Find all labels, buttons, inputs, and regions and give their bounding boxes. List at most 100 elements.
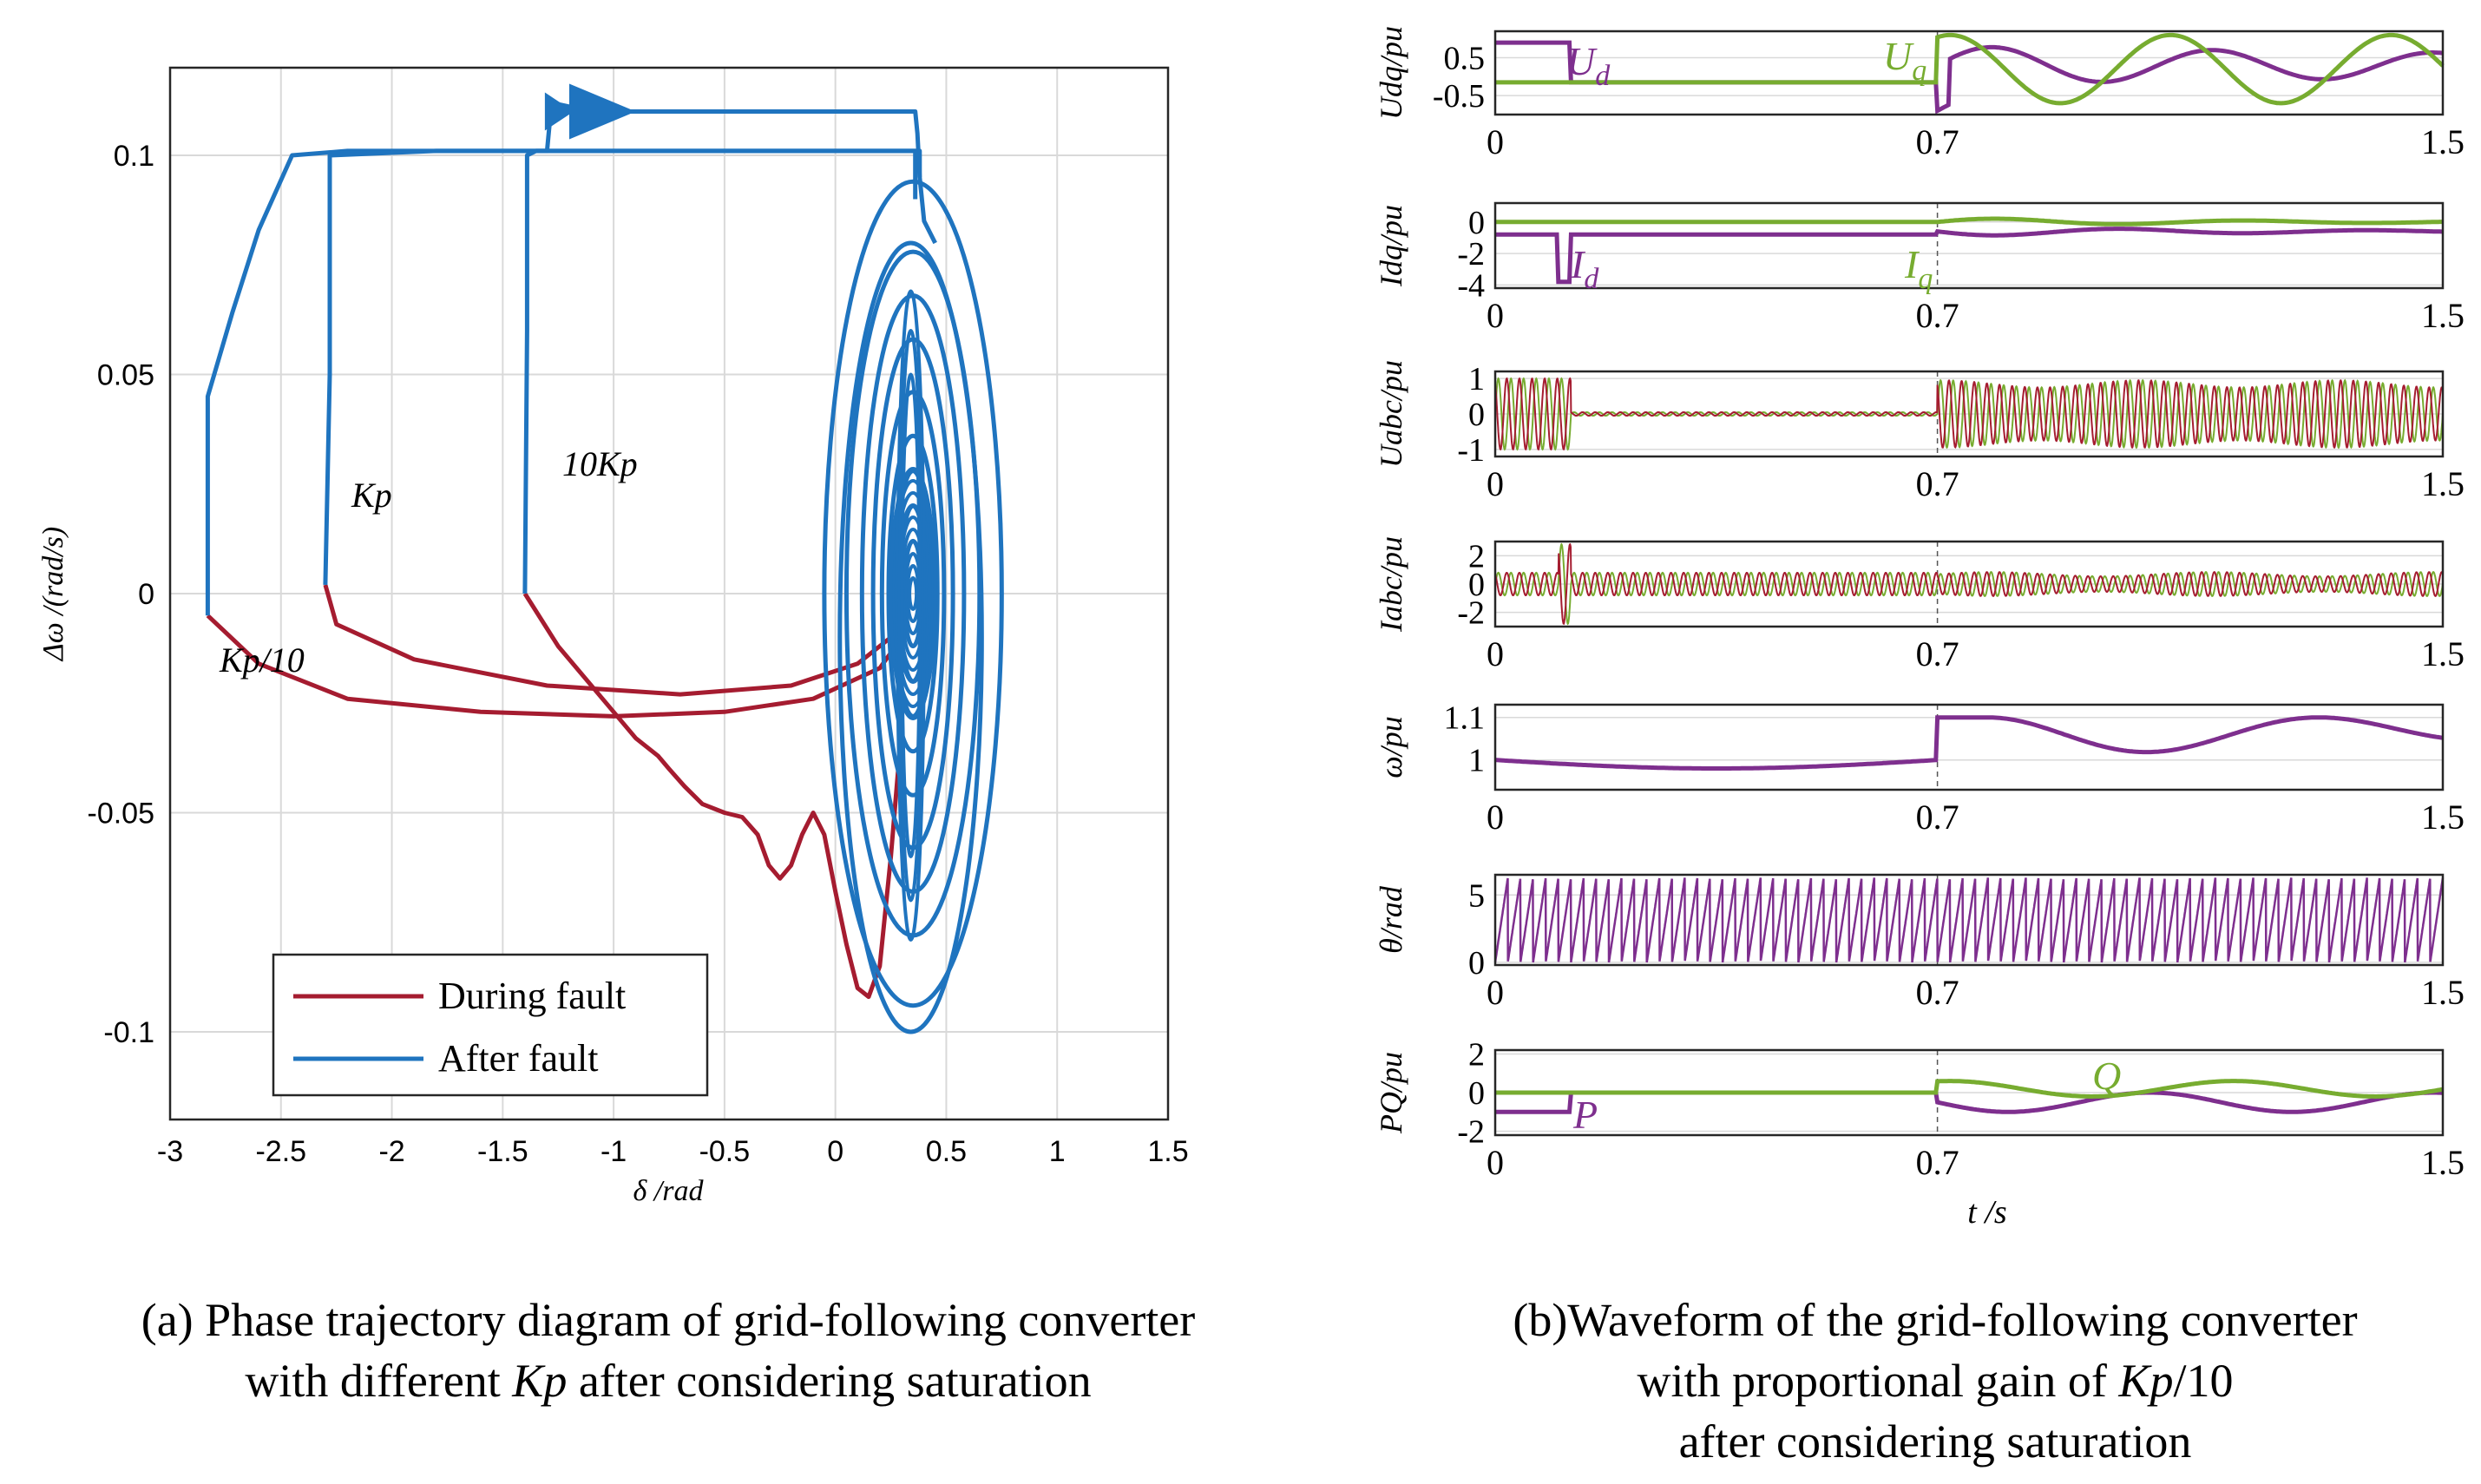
waveform-y-tick-label: 2 bbox=[1468, 538, 1485, 575]
waveform-x-tick-label: 0 bbox=[1487, 122, 1504, 161]
phase-lines bbox=[205, 83, 1004, 1034]
waveform-x-tick-label: 0 bbox=[1487, 973, 1504, 1012]
caption-b-line2-post: /10 bbox=[2173, 1355, 2234, 1407]
waveform-y-tick-label: -2 bbox=[1457, 236, 1485, 273]
phase-series-4 bbox=[323, 148, 918, 585]
waveform-x-tick-label: 1.5 bbox=[2421, 122, 2465, 161]
phase-x-tick-label: 1.5 bbox=[1147, 1135, 1188, 1168]
phase-y-tick-label: 0.05 bbox=[97, 359, 154, 392]
waveform-x-axis-label: t /s bbox=[1967, 1194, 2006, 1231]
waveform-x-tick-label: 0.7 bbox=[1916, 798, 1959, 837]
legend-box bbox=[272, 953, 709, 1097]
caption-a-line2: with different Kp after considering satu… bbox=[0, 1350, 1336, 1411]
waveform-y-tick-label: 2 bbox=[1468, 1036, 1485, 1073]
phase-transient-marker bbox=[544, 92, 574, 131]
series-Iq bbox=[1495, 216, 2443, 227]
annotation-kp: Kp bbox=[351, 476, 392, 515]
waveform-x-tick-label: 0.7 bbox=[1916, 122, 1959, 161]
waveform-y-tick-label: -2 bbox=[1457, 1114, 1485, 1151]
waveform-panel-5: 5 00 0.7 1.5 θ/rad bbox=[1374, 873, 2465, 1012]
phase-x-tick-label: -2.5 bbox=[255, 1135, 306, 1168]
phase-spiral-turn bbox=[822, 179, 1004, 1008]
caption-a: (a) Phase trajectory diagram of grid-fol… bbox=[0, 1290, 1336, 1411]
annotation-10kp: 10Kp bbox=[562, 444, 638, 483]
waveform-y-tick-label: -2 bbox=[1457, 595, 1485, 632]
phase-spiral-core bbox=[893, 491, 933, 696]
phase-y-tick-label: 0 bbox=[138, 578, 154, 611]
waveform-x-tick-label: 0 bbox=[1487, 798, 1504, 837]
caption-b-line2: with proportional gain of Kp/10 bbox=[1397, 1350, 2473, 1411]
legend-label-after-fault: After fault bbox=[438, 1037, 598, 1080]
waveform-frame bbox=[1493, 873, 2445, 967]
waveform-frame bbox=[1493, 370, 2445, 458]
waveform-x-tick-label: 1.5 bbox=[2421, 1143, 2465, 1182]
series-Id bbox=[1495, 227, 2443, 285]
phase-y-tick-label: -0.1 bbox=[103, 1016, 154, 1049]
waveform-x-tick-label: 1.5 bbox=[2421, 973, 2465, 1012]
phase-series-0 bbox=[206, 614, 904, 719]
phase-spiral-core bbox=[890, 479, 935, 708]
caption-b-line3: after considering saturation bbox=[1678, 1415, 2192, 1468]
waveform-y-tick-label: 1 bbox=[1468, 361, 1485, 397]
series-theta bbox=[1493, 877, 2445, 963]
phase-y-tick-label: -0.05 bbox=[88, 798, 155, 831]
waveform-y-axis-label: Iabc/pu bbox=[1374, 536, 1408, 633]
waveform-y-tick-label: 0 bbox=[1468, 567, 1485, 603]
waveform-frame bbox=[1493, 201, 2445, 290]
series-Q bbox=[1495, 1079, 2444, 1099]
waveform-frame bbox=[1493, 703, 2445, 791]
waveform-x-tick-label: 0.7 bbox=[1916, 973, 1959, 1012]
phase-x-tick-label: -1.5 bbox=[477, 1135, 528, 1168]
waveform-y-tick-label: 0 bbox=[1468, 397, 1485, 433]
waveform-panel-4: 1.1 10 0.7 1.5 ω/pu bbox=[1374, 700, 2465, 837]
waveform-y-axis-label: Uabc/pu bbox=[1374, 360, 1408, 468]
waveform-y-axis-label: θ/rad bbox=[1374, 885, 1408, 954]
annotation-kp10: Kp/10 bbox=[219, 640, 305, 680]
phase-spiral-thin bbox=[896, 289, 926, 942]
caption-a-line2-post: after considering saturation bbox=[567, 1355, 1092, 1407]
series-omega bbox=[1494, 715, 2444, 771]
caption-a-kp: Kp bbox=[512, 1355, 568, 1407]
waveform-y-tick-label: -4 bbox=[1457, 267, 1485, 304]
phase-series-2 bbox=[522, 592, 904, 1000]
waveform-plot-area bbox=[1495, 203, 2443, 288]
phase-x-tick-label: -2 bbox=[378, 1135, 404, 1168]
phase-x-axis-label: δ /rad bbox=[633, 1175, 705, 1207]
waveform-x-tick-label: 0 bbox=[1487, 464, 1504, 503]
caption-b: (b)Waveform of the grid-following conver… bbox=[1397, 1290, 2473, 1472]
waveform-y-axis-label: Idq/pu bbox=[1374, 205, 1408, 287]
waveform-y-tick-label: 5 bbox=[1468, 877, 1485, 914]
waveform-y-axis-label: PQ/pu bbox=[1374, 1052, 1408, 1134]
waveform-y-tick-label: -1 bbox=[1457, 432, 1485, 469]
waveform-y-tick-label: 0 bbox=[1468, 1075, 1485, 1112]
waveform-frame bbox=[1493, 540, 2445, 628]
phase-y-tick-labels: 0.1 0.05 0 -0.05 -0.1 bbox=[88, 140, 155, 1049]
label-P: P bbox=[1572, 1093, 1598, 1137]
caption-a-line2-pre: with different bbox=[245, 1355, 513, 1407]
waveform-y-tick-label: 0 bbox=[1468, 945, 1485, 982]
phase-x-tick-labels: -3 -2.5 -2 -1.5 -1 -0.5 0 0.5 1 1.5 bbox=[157, 1135, 1189, 1168]
waveform-x-tick-label: 0 bbox=[1487, 1143, 1504, 1182]
phase-spiral-thin bbox=[897, 329, 924, 903]
waveform-x-tick-label: 0.7 bbox=[1916, 296, 1959, 335]
series-Ia bbox=[1494, 542, 2444, 626]
caption-b-line1: (b)Waveform of the grid-following conver… bbox=[1513, 1294, 2358, 1346]
series-Ub bbox=[1494, 377, 2444, 451]
waveform-y-tick-label: 1 bbox=[1468, 743, 1485, 779]
phase-x-tick-label: 0.5 bbox=[926, 1135, 967, 1168]
phase-x-tick-label: -0.5 bbox=[699, 1135, 751, 1168]
phase-legend: During fault After fault bbox=[272, 953, 709, 1097]
phase-spiral-core bbox=[908, 576, 919, 611]
phase-x-tick-label: -3 bbox=[157, 1135, 183, 1168]
phase-y-axis-label: Δω /(rad/s) bbox=[37, 527, 69, 662]
waveform-x-tick-label: 1.5 bbox=[2421, 464, 2465, 503]
label-Q: Q bbox=[2092, 1054, 2121, 1098]
waveform-frame bbox=[1493, 1048, 2445, 1137]
phase-spiral-core bbox=[889, 467, 937, 720]
phase-spiral-thin bbox=[900, 372, 922, 858]
waveform-panel-0: 0.5-0.50 0.7 1.5 Udq/pu bbox=[1374, 26, 2465, 161]
